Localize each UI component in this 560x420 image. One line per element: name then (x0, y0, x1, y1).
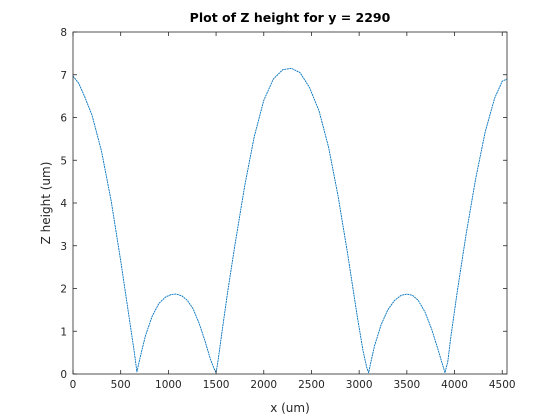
y-axis-label: Z height (um) (39, 162, 53, 245)
y-tick-label: 7 (60, 70, 67, 82)
x-tick-label: 3000 (346, 379, 373, 391)
chart-title: Plot of Z height for y = 2290 (190, 10, 391, 25)
y-tick-label: 5 (60, 155, 67, 167)
y-tick-label: 4 (60, 198, 67, 210)
x-axis-label: x (um) (270, 401, 310, 415)
x-tick-label: 2500 (298, 379, 325, 391)
plot-background (73, 32, 507, 374)
y-tick-label: 6 (60, 113, 67, 125)
x-tick-label: 4000 (441, 379, 468, 391)
x-tick-label: 3500 (393, 379, 420, 391)
y-tick-label: 0 (60, 369, 67, 381)
y-tick-label: 8 (60, 27, 67, 39)
series-layer (72, 67, 508, 374)
x-tick-label: 2000 (250, 379, 277, 391)
y-tick-label: 1 (60, 326, 67, 338)
y-axis: 0 1 2 3 4 5 6 7 8 (60, 27, 507, 381)
y-tick-label: 2 (60, 284, 67, 296)
x-tick-label: 0 (70, 379, 77, 391)
y-tick-label: 3 (60, 241, 67, 253)
x-axis: 0 500 1000 1500 2000 2500 3000 3500 4000 4500 (70, 32, 516, 391)
x-tick-label: 1000 (155, 379, 182, 391)
x-tick-label: 4500 (489, 379, 516, 391)
x-tick-label: 1500 (203, 379, 230, 391)
series-line (72, 67, 508, 374)
x-tick-label: 500 (111, 379, 131, 391)
